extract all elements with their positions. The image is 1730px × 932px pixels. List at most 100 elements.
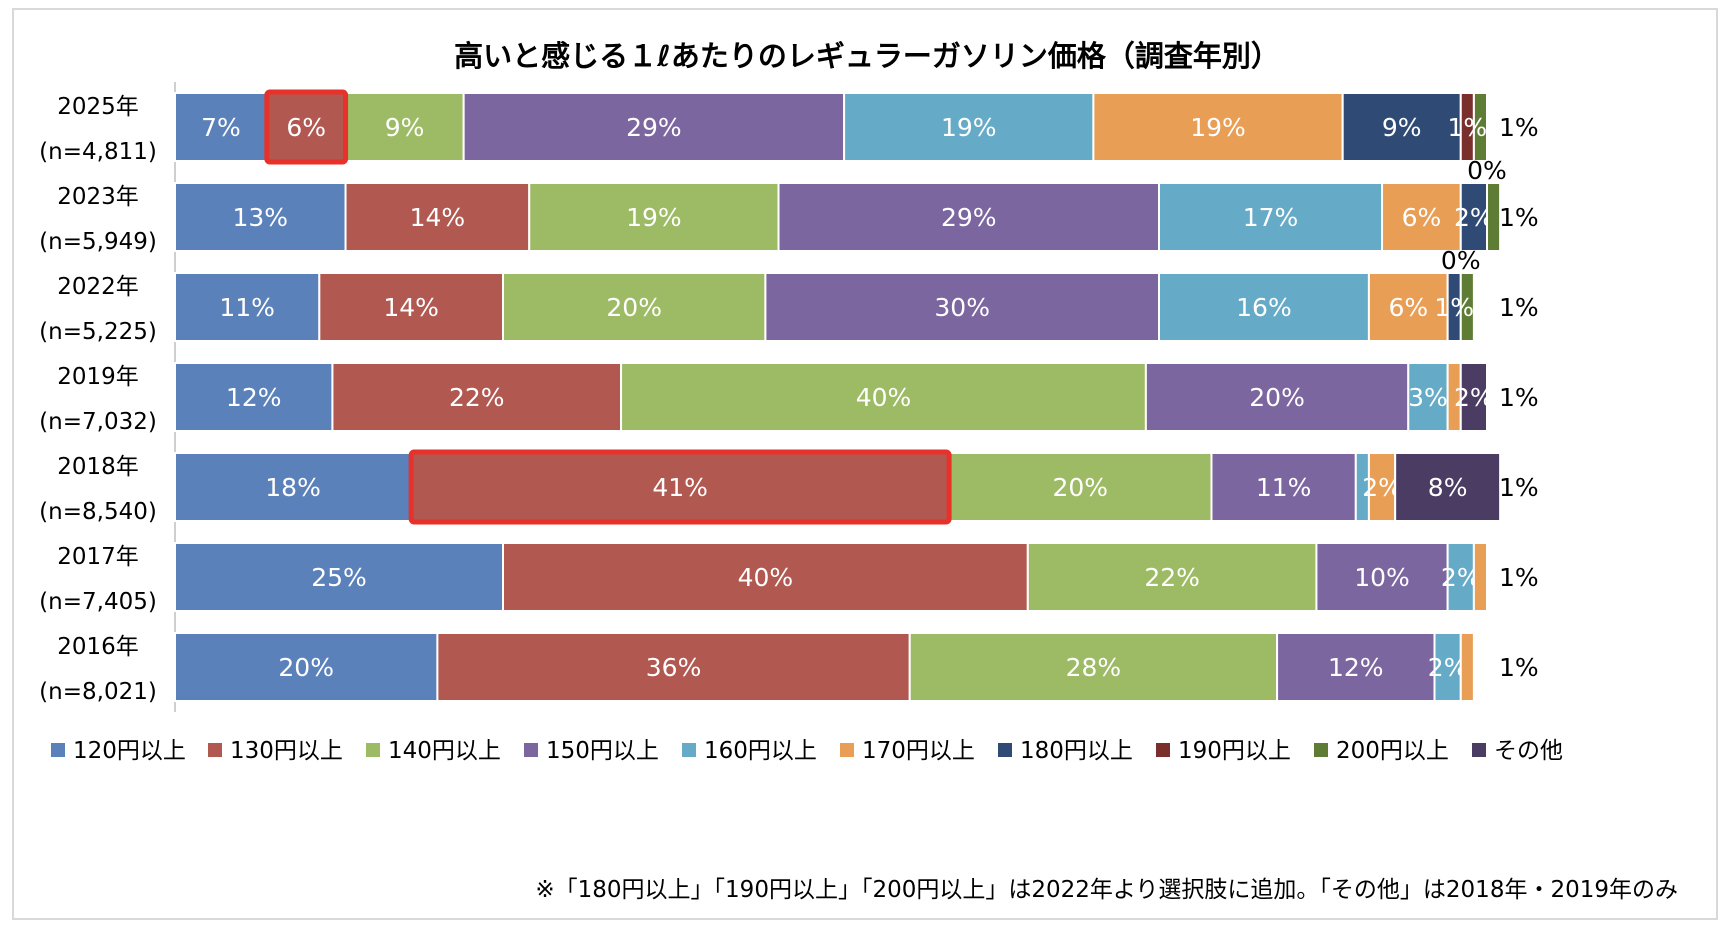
data-label: 36% xyxy=(646,653,702,682)
bar-segment xyxy=(318,272,504,342)
data-label: 14% xyxy=(410,203,466,232)
bar-segment xyxy=(174,272,321,342)
data-label: 17% xyxy=(1243,203,1299,232)
data-label: 1% xyxy=(1499,563,1539,592)
data-label: 22% xyxy=(1144,563,1200,592)
data-label: 20% xyxy=(278,653,334,682)
data-label: 12% xyxy=(1328,653,1384,682)
data-label: 20% xyxy=(1052,473,1108,502)
highlight-box xyxy=(408,449,952,525)
bar-segment xyxy=(1459,272,1475,342)
chart-title: 高いと感じる１ℓあたりのレギュラーガソリン価格（調査年別） xyxy=(454,39,1280,73)
legend-label: 140円以上 xyxy=(388,738,501,764)
legend-label: 120円以上 xyxy=(73,738,186,764)
category-label-year: 2022年 xyxy=(57,274,139,300)
data-label: 11% xyxy=(219,293,275,322)
data-label: 1% xyxy=(1499,383,1539,412)
bar-segment xyxy=(265,92,347,162)
category-label-n: (n=8,021) xyxy=(39,679,157,705)
data-label: 7% xyxy=(201,113,241,142)
data-label: 1% xyxy=(1499,113,1539,142)
bar-segment xyxy=(1367,272,1449,342)
bar-segment xyxy=(764,272,1161,342)
data-label: 12% xyxy=(226,383,282,412)
bar-segment xyxy=(502,272,767,342)
legend-swatch xyxy=(524,743,538,757)
bar-segment xyxy=(331,362,623,432)
data-label: 0% xyxy=(1467,156,1507,185)
category-label-n: (n=8,540) xyxy=(39,499,157,525)
bar-segment xyxy=(1459,632,1475,702)
data-label: 1% xyxy=(1499,293,1539,322)
data-label: 16% xyxy=(1236,293,1292,322)
category-label-n: (n=5,225) xyxy=(39,319,157,345)
data-label: 9% xyxy=(1382,113,1422,142)
data-label: 6% xyxy=(286,113,326,142)
legend-label: 150円以上 xyxy=(546,738,659,764)
chart-frame: 高いと感じる１ℓあたりのレギュラーガソリン価格（調査年別） 2025年 (n=4,8… xyxy=(12,8,1718,920)
data-label: 1% xyxy=(1499,203,1539,232)
bar-segment xyxy=(1472,92,1489,162)
legend-label: 180円以上 xyxy=(1020,738,1133,764)
data-label: 2% xyxy=(1454,383,1494,412)
category-label-year: 2025年 xyxy=(57,94,139,120)
data-label: 14% xyxy=(383,293,439,322)
data-label: 3% xyxy=(1408,383,1448,412)
legend-label: 170円以上 xyxy=(862,738,975,764)
data-label: 6% xyxy=(1388,293,1428,322)
bar-segment xyxy=(1092,92,1344,162)
legend-swatch xyxy=(51,743,65,757)
bar-segment xyxy=(1459,362,1489,432)
category-label-n: (n=4,811) xyxy=(39,139,157,165)
bar-segment xyxy=(1158,272,1370,342)
legend-label: 200円以上 xyxy=(1336,738,1449,764)
category-label-n: (n=7,032) xyxy=(39,409,157,435)
data-label: 22% xyxy=(449,383,505,412)
data-label: 8% xyxy=(1428,473,1468,502)
bar-segment xyxy=(174,182,347,252)
data-label: 40% xyxy=(856,383,912,412)
data-label: 11% xyxy=(1256,473,1312,502)
footnote: ※「180円以上」「190円以上」「200円以上」は2022年より選択肢に追加。… xyxy=(535,877,1678,903)
legend-label: 190円以上 xyxy=(1178,738,1291,764)
data-label: 10% xyxy=(1354,563,1410,592)
data-label: 30% xyxy=(934,293,990,322)
bar-segment xyxy=(344,182,531,252)
data-label: 19% xyxy=(1190,113,1246,142)
category-label-year: 2017年 xyxy=(57,544,139,570)
legend-swatch xyxy=(840,743,854,757)
data-label: 29% xyxy=(941,203,997,232)
bar-segment xyxy=(436,632,911,702)
bar-segment xyxy=(1407,362,1449,432)
bar-segment xyxy=(1276,632,1436,702)
bar-segment xyxy=(777,182,1161,252)
bar-segment xyxy=(1381,182,1462,252)
data-label: 41% xyxy=(652,473,708,502)
legend-swatch xyxy=(998,743,1012,757)
bar-segment xyxy=(1394,452,1502,522)
bar-segment xyxy=(174,542,504,612)
data-label: 25% xyxy=(311,563,367,592)
stacked-bar-chart: 高いと感じる１ℓあたりのレギュラーガソリン価格（調査年別） 2025年 (n=4,8… xyxy=(39,39,1563,764)
bar-segment xyxy=(1486,182,1502,252)
bar-segment xyxy=(174,452,413,522)
bar-segment xyxy=(908,632,1279,702)
data-label: 1% xyxy=(1434,293,1474,322)
category-label-year: 2019年 xyxy=(57,364,139,390)
bar-segment xyxy=(1158,182,1384,252)
data-label: 9% xyxy=(385,113,425,142)
category-label-n: (n=5,949) xyxy=(39,229,157,255)
legend-swatch xyxy=(1156,743,1170,757)
data-label: 1% xyxy=(1499,653,1539,682)
legend-swatch xyxy=(208,743,222,757)
data-label: 40% xyxy=(738,563,794,592)
data-label: 19% xyxy=(626,203,682,232)
bar-segment xyxy=(344,92,465,162)
data-label: 1% xyxy=(1447,113,1487,142)
data-label: 18% xyxy=(265,473,321,502)
category-label-year: 2016年 xyxy=(57,634,139,660)
highlight-box xyxy=(264,89,349,165)
data-label: 13% xyxy=(232,203,288,232)
legend-swatch xyxy=(1314,743,1328,757)
bar-segment xyxy=(174,362,334,432)
